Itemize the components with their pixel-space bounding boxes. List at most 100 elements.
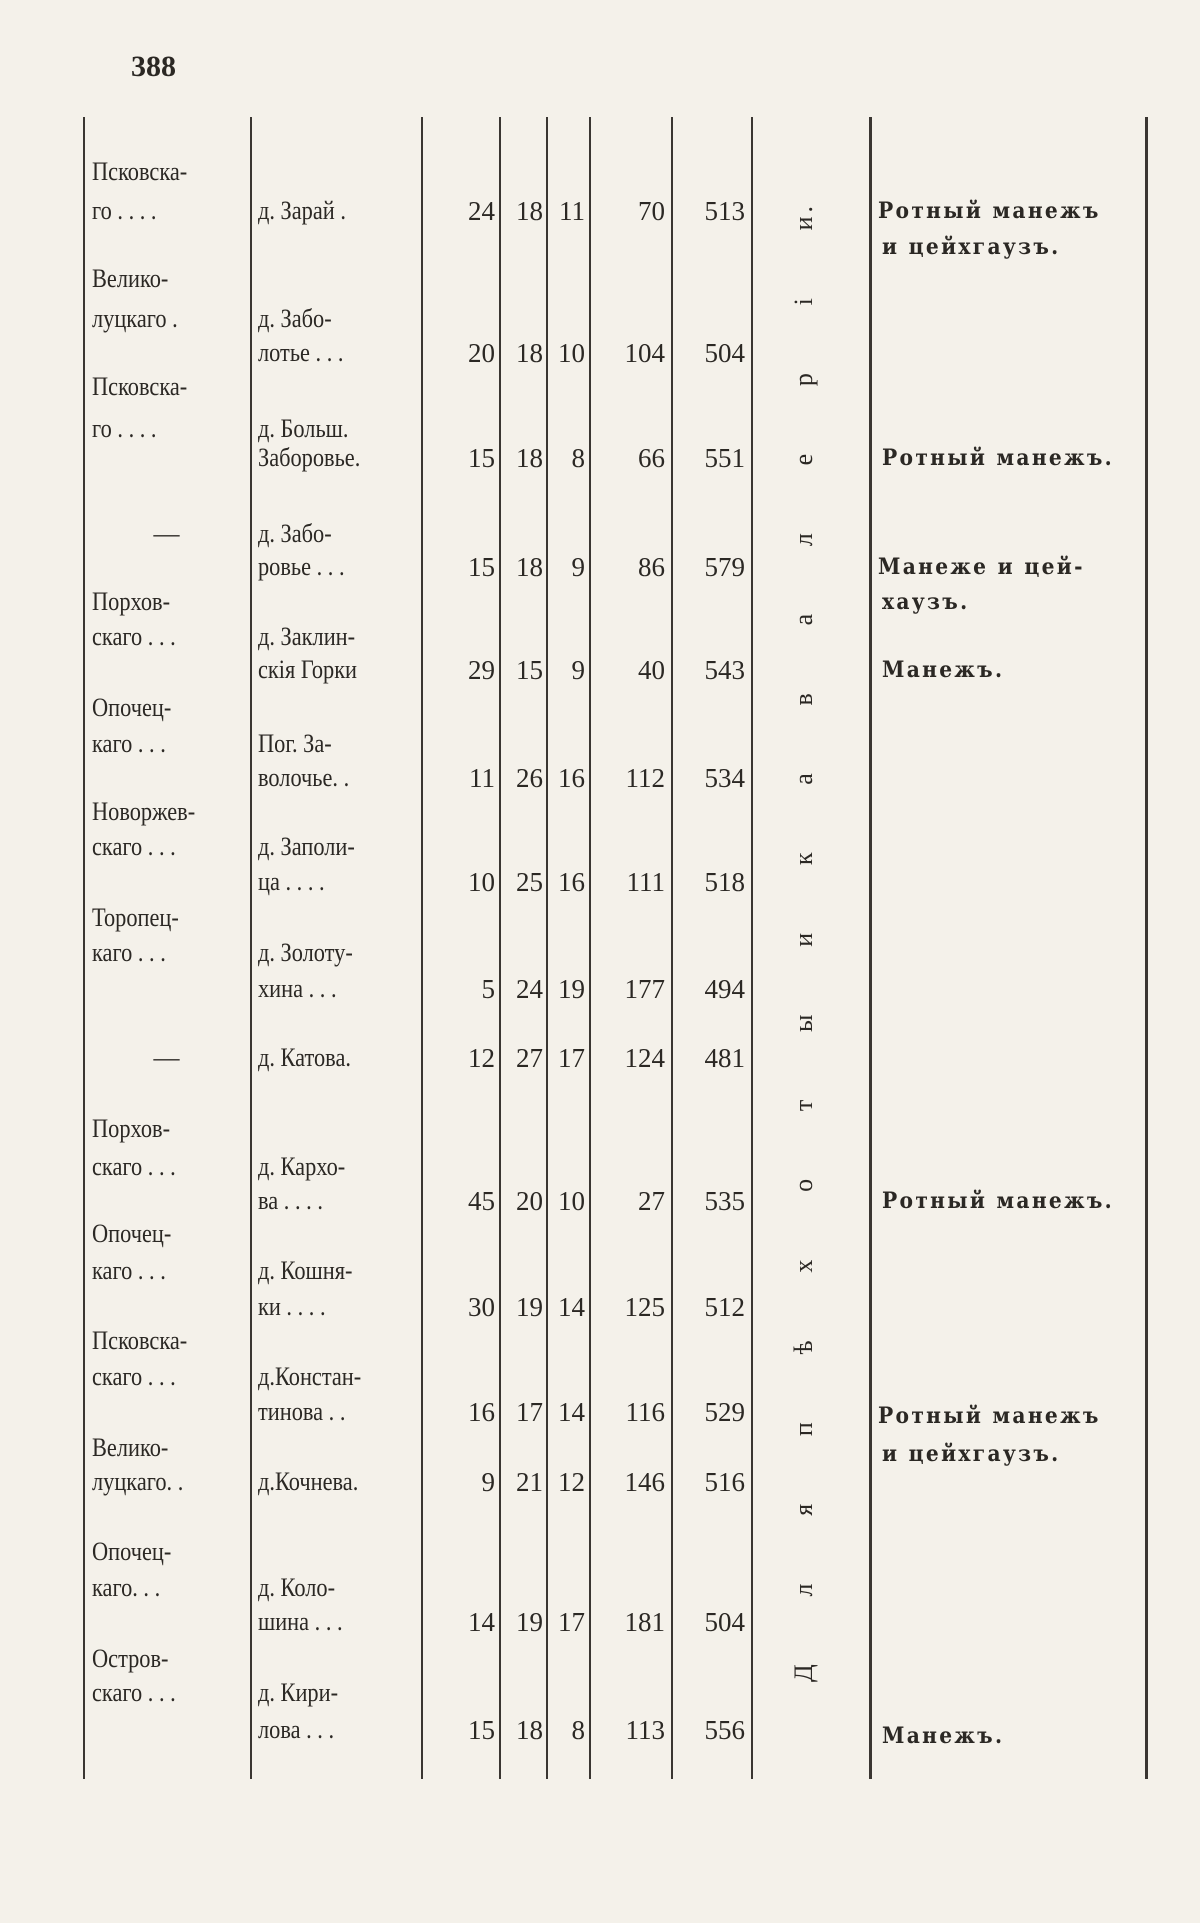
value-cell: 518 — [704, 867, 746, 898]
village-name: тинова . . — [258, 1397, 346, 1427]
village-name: д.Кочнева. — [258, 1467, 359, 1497]
value-cell: 116 — [625, 1397, 666, 1428]
value-cell: 529 — [704, 1397, 746, 1428]
note-text: Ротный манежъ. — [882, 1188, 1115, 1215]
note-text: Ротный манежъ — [878, 1402, 1101, 1429]
value-cell: 9 — [481, 1467, 496, 1498]
value-cell: 20 — [516, 1186, 543, 1217]
value-cell: 10 — [468, 867, 495, 898]
value-cell: 177 — [624, 973, 666, 1004]
note-text: Ротный манежъ — [878, 198, 1101, 225]
value-cell: 21 — [516, 1467, 543, 1498]
district-name: Порхов- — [92, 1113, 171, 1143]
district-name: Опочец- — [92, 1537, 172, 1567]
value-cell: 551 — [704, 442, 746, 473]
value-cell: 125 — [624, 1291, 666, 1322]
value-cell: 9 — [571, 551, 586, 582]
value-cell: 27 — [516, 1042, 543, 1073]
district-dash: — — [153, 518, 180, 548]
village-name: д. Зарай . — [258, 196, 346, 226]
value-cell: 24 — [516, 973, 543, 1004]
district-name: Новоржев- — [92, 797, 196, 827]
village-name: д.Констан- — [258, 1361, 362, 1391]
value-cell: 29 — [468, 654, 495, 685]
village-name: скія Горки — [258, 654, 358, 684]
value-cell: 14 — [558, 1291, 585, 1322]
value-cell: 146 — [624, 1467, 666, 1498]
district-name: Псковска- — [92, 156, 188, 186]
village-name: Пог. За- — [258, 728, 332, 758]
column-divider — [250, 117, 252, 1779]
village-name: Заборовье. — [258, 442, 361, 472]
district-name: го . . . . — [92, 196, 157, 226]
vertical-section-label: Д л я п ѣ х о т ы и к а в а л е р і и. — [789, 202, 818, 1682]
value-cell: 8 — [571, 1715, 586, 1746]
note-text: и цейхгаузъ. — [882, 1440, 1061, 1467]
note-text: и цейхгаузъ. — [882, 233, 1061, 260]
district-name: Торопец- — [92, 902, 179, 932]
village-name: хина . . . — [258, 973, 337, 1003]
value-cell: 516 — [704, 1467, 746, 1498]
value-cell: 5 — [481, 973, 496, 1004]
value-cell: 17 — [516, 1397, 543, 1428]
value-cell: 11 — [559, 196, 585, 227]
value-cell: 18 — [516, 551, 543, 582]
column-divider — [499, 117, 501, 1779]
value-cell: 30 — [468, 1291, 495, 1322]
village-name: д. Заклин- — [258, 621, 356, 651]
value-cell: 15 — [468, 1715, 495, 1746]
village-name: ровье . . . — [258, 551, 345, 581]
district-name: Псковска- — [92, 1326, 188, 1356]
district-name: каго . . . — [92, 1256, 166, 1286]
village-name: шина . . . — [258, 1607, 343, 1637]
district-name: Опочец- — [92, 692, 172, 722]
village-name: волочье. . — [258, 762, 350, 792]
district-name: каго. . . — [92, 1572, 161, 1602]
value-cell: 10 — [558, 338, 585, 369]
value-cell: 113 — [625, 1715, 666, 1746]
value-cell: 18 — [516, 1715, 543, 1746]
district-name: Псковска- — [92, 371, 188, 401]
value-cell: 556 — [704, 1715, 746, 1746]
value-cell: 14 — [468, 1607, 495, 1638]
value-cell: 16 — [558, 762, 585, 793]
value-cell: 8 — [571, 442, 586, 473]
note-text: Манежъ. — [882, 656, 1005, 683]
value-cell: 504 — [704, 338, 746, 369]
value-cell: 543 — [704, 654, 746, 685]
village-name: ца . . . . — [258, 867, 325, 897]
value-cell: 66 — [638, 442, 665, 473]
page-number: 388 — [131, 50, 176, 83]
column-divider — [421, 117, 423, 1779]
value-cell: 12 — [468, 1042, 495, 1073]
value-cell: 16 — [468, 1397, 495, 1428]
value-cell: 181 — [624, 1607, 666, 1638]
value-cell: 513 — [704, 196, 746, 227]
value-cell: 17 — [558, 1607, 585, 1638]
value-cell: 534 — [704, 762, 746, 793]
village-name: лотье . . . — [258, 338, 344, 368]
column-divider — [1145, 117, 1148, 1779]
value-cell: 124 — [624, 1042, 666, 1073]
value-cell: 104 — [624, 338, 666, 369]
district-name: скаго . . . — [92, 1151, 176, 1181]
village-name: ки . . . . — [258, 1291, 326, 1321]
column-divider — [671, 117, 673, 1779]
value-cell: 15 — [516, 654, 543, 685]
district-name: скаго . . . — [92, 621, 176, 651]
note-text: Ротный манежъ. — [882, 444, 1115, 471]
village-name: д. Коло- — [258, 1572, 336, 1602]
village-name: д. Катова. — [258, 1042, 351, 1072]
district-name: каго . . . — [92, 728, 166, 758]
column-divider — [869, 117, 872, 1779]
value-cell: 494 — [704, 973, 746, 1004]
value-cell: 9 — [571, 654, 586, 685]
value-cell: 10 — [558, 1186, 585, 1217]
value-cell: 70 — [638, 196, 665, 227]
value-cell: 18 — [516, 442, 543, 473]
column-divider — [589, 117, 591, 1779]
value-cell: 112 — [625, 762, 666, 793]
village-name: д. Заполи- — [258, 831, 355, 861]
value-cell: 504 — [704, 1607, 746, 1638]
district-name: Остров- — [92, 1643, 169, 1673]
